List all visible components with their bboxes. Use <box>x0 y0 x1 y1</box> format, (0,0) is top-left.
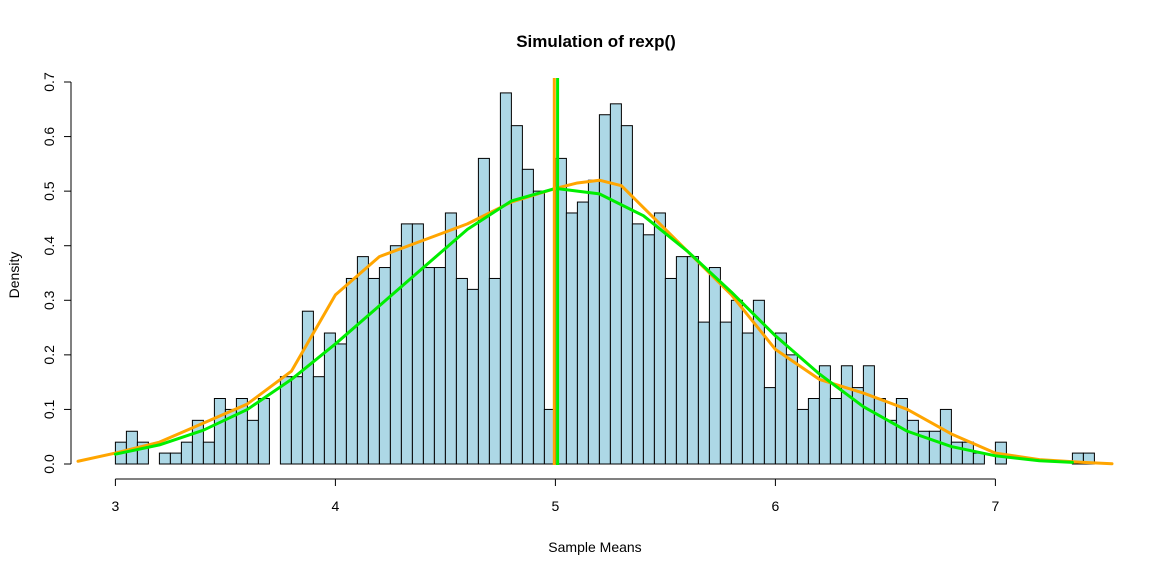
histogram-bar <box>730 299 743 465</box>
histogram-bar <box>972 452 985 465</box>
histogram-bar <box>312 376 325 465</box>
histogram-bar <box>136 441 149 465</box>
y-tick-label: 0.6 <box>41 127 57 147</box>
histogram-bar <box>521 168 534 465</box>
histogram-bar <box>961 441 974 465</box>
histogram-bar <box>345 277 358 465</box>
histogram-bar <box>697 321 710 465</box>
y-axis-label: Density <box>6 252 22 299</box>
histogram-bar <box>631 223 644 465</box>
x-tick-label: 6 <box>772 498 780 514</box>
histogram-bar <box>686 256 699 465</box>
histogram-bar <box>862 365 875 465</box>
x-tick-label: 7 <box>992 498 1000 514</box>
histogram-bar <box>906 419 919 465</box>
y-tick-label: 0.7 <box>41 72 57 92</box>
histogram-bar <box>477 157 490 465</box>
histogram-bar <box>180 441 193 465</box>
histogram-bar <box>334 343 347 465</box>
y-tick-label: 0.1 <box>41 399 57 419</box>
y-tick-label: 0.0 <box>41 454 57 474</box>
histogram-bar <box>719 321 732 465</box>
histogram-bar <box>565 212 578 465</box>
histogram-bar <box>455 277 468 465</box>
histogram-bar <box>411 223 424 465</box>
density-curves <box>76 178 1114 466</box>
histogram-bar <box>257 398 270 465</box>
histogram-bar <box>609 103 622 465</box>
histogram-bar <box>356 256 369 465</box>
histogram-bar <box>279 376 292 465</box>
x-tick-label: 5 <box>552 498 560 514</box>
y-tick-label: 0.3 <box>41 290 57 310</box>
histogram-bar <box>169 452 182 465</box>
histogram-bar <box>246 419 259 465</box>
histogram-bar <box>213 398 226 465</box>
y-tick-label: 0.4 <box>41 236 57 256</box>
histogram-bar <box>466 288 479 465</box>
histogram-bar <box>653 212 666 465</box>
histogram-bar <box>400 223 413 465</box>
histogram-bar <box>202 441 215 465</box>
x-tick-label: 4 <box>332 498 340 514</box>
histogram-bars <box>114 92 1095 465</box>
histogram-bar <box>752 299 765 465</box>
histogram-bar <box>576 201 589 465</box>
histogram-bar <box>785 354 798 465</box>
histogram-bar <box>664 277 677 465</box>
histogram-bar <box>488 277 501 465</box>
histogram-bar <box>939 408 952 465</box>
histogram-bar <box>829 398 842 465</box>
histogram-bar <box>499 92 512 465</box>
histogram-bar <box>763 387 776 465</box>
mean-lines <box>552 78 560 465</box>
histogram-bar <box>884 419 897 465</box>
histogram-bar <box>675 256 688 465</box>
histogram-bar <box>840 365 853 465</box>
y-tick-label: 0.5 <box>41 181 57 201</box>
histogram-bar <box>290 376 303 465</box>
histogram-bar <box>598 114 611 465</box>
chart-title: Simulation of rexp() <box>516 32 676 51</box>
histogram-bar <box>389 245 402 465</box>
histogram-bar <box>928 430 941 465</box>
histogram-bar <box>158 452 171 465</box>
histogram-bar <box>620 125 633 465</box>
histogram-bar <box>587 179 600 465</box>
normal-curve-green <box>113 186 1074 464</box>
x-axis: 3 4 5 6 7 <box>112 478 1000 514</box>
histogram-bar <box>796 408 809 465</box>
density-curve-orange <box>76 178 1114 466</box>
histogram-bar <box>433 267 446 465</box>
histogram-bar <box>510 125 523 465</box>
histogram-bar <box>708 267 721 465</box>
histogram-bar <box>444 212 457 465</box>
histogram-bar <box>741 332 754 465</box>
x-axis-label: Sample Means <box>548 539 641 555</box>
x-tick-label: 3 <box>112 498 120 514</box>
y-axis: 0.0 0.1 0.2 0.3 0.4 0.5 0.6 0.7 <box>41 72 72 474</box>
histogram-bar <box>422 267 435 465</box>
histogram-bar <box>532 190 545 465</box>
histogram-bar <box>807 398 820 465</box>
histogram-bar <box>642 234 655 465</box>
histogram-bar <box>873 398 886 465</box>
y-tick-label: 0.2 <box>41 345 57 365</box>
